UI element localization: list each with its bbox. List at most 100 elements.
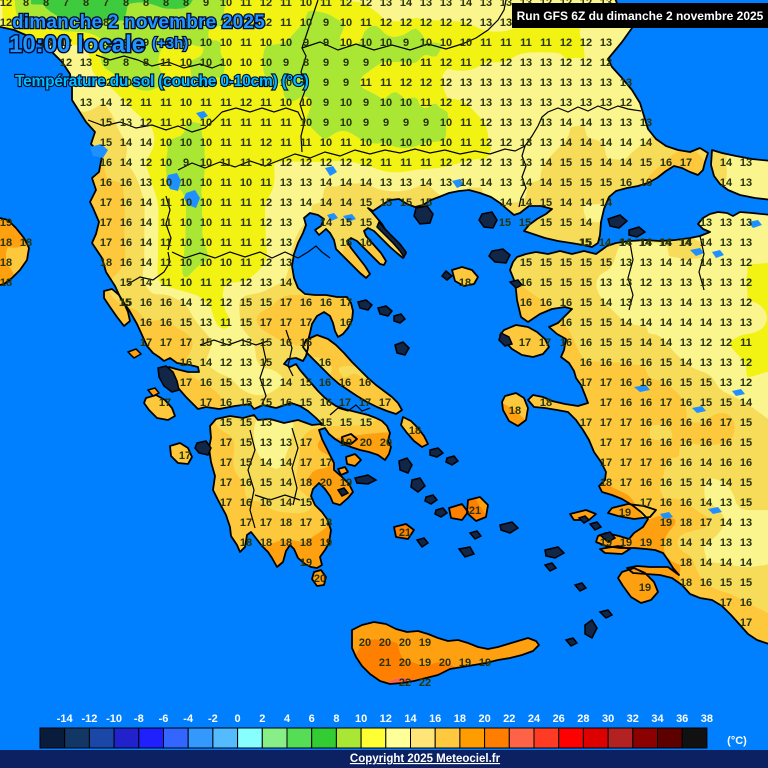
svg-text:10: 10 xyxy=(280,37,292,49)
svg-text:17: 17 xyxy=(179,450,191,462)
svg-text:14: 14 xyxy=(700,457,713,469)
svg-text:11: 11 xyxy=(460,117,472,129)
svg-text:16: 16 xyxy=(100,157,112,169)
svg-text:13: 13 xyxy=(80,77,92,89)
svg-text:9: 9 xyxy=(103,57,109,69)
svg-text:15: 15 xyxy=(400,197,412,209)
svg-text:13: 13 xyxy=(720,217,732,229)
svg-text:15: 15 xyxy=(740,577,752,589)
svg-text:15: 15 xyxy=(380,197,392,209)
svg-text:15: 15 xyxy=(240,437,252,449)
svg-text:2: 2 xyxy=(259,713,265,725)
svg-text:14: 14 xyxy=(680,357,693,369)
svg-text:16: 16 xyxy=(120,197,132,209)
svg-text:22: 22 xyxy=(399,677,411,689)
svg-text:11: 11 xyxy=(220,117,232,129)
svg-text:19: 19 xyxy=(459,657,471,669)
svg-text:11: 11 xyxy=(380,77,392,89)
svg-text:17: 17 xyxy=(220,497,232,509)
svg-text:13: 13 xyxy=(720,497,732,509)
svg-text:16: 16 xyxy=(680,457,692,469)
svg-text:13: 13 xyxy=(600,77,612,89)
svg-text:12: 12 xyxy=(200,297,212,309)
svg-text:10: 10 xyxy=(160,177,172,189)
svg-text:14: 14 xyxy=(720,517,733,529)
svg-text:10: 10 xyxy=(100,37,112,49)
svg-text:15: 15 xyxy=(340,417,352,429)
svg-text:20: 20 xyxy=(359,637,371,649)
svg-text:15: 15 xyxy=(580,297,592,309)
svg-text:14: 14 xyxy=(420,177,433,189)
svg-text:14: 14 xyxy=(640,317,653,329)
svg-text:14: 14 xyxy=(100,97,113,109)
svg-text:11: 11 xyxy=(420,57,432,69)
svg-text:19: 19 xyxy=(619,507,631,519)
svg-text:12: 12 xyxy=(260,137,272,149)
svg-text:18: 18 xyxy=(509,405,521,417)
svg-text:16: 16 xyxy=(429,713,441,725)
svg-text:11: 11 xyxy=(460,57,472,69)
svg-text:14: 14 xyxy=(140,257,153,269)
svg-text:17: 17 xyxy=(720,597,732,609)
svg-text:13: 13 xyxy=(280,217,292,229)
svg-text:16: 16 xyxy=(660,157,672,169)
svg-text:12: 12 xyxy=(0,17,12,29)
svg-text:17: 17 xyxy=(580,377,592,389)
svg-text:10: 10 xyxy=(180,77,192,89)
svg-text:9: 9 xyxy=(303,37,309,49)
svg-text:16: 16 xyxy=(120,177,132,189)
svg-text:10: 10 xyxy=(340,37,352,49)
svg-text:8: 8 xyxy=(103,17,109,29)
svg-text:9: 9 xyxy=(323,57,329,69)
svg-text:13: 13 xyxy=(600,277,612,289)
svg-text:15: 15 xyxy=(260,477,272,489)
svg-text:14: 14 xyxy=(404,713,417,725)
svg-text:12: 12 xyxy=(580,57,592,69)
svg-text:17: 17 xyxy=(640,497,652,509)
svg-text:14: 14 xyxy=(460,177,473,189)
svg-text:16: 16 xyxy=(280,337,292,349)
svg-text:14: 14 xyxy=(740,397,753,409)
svg-text:4: 4 xyxy=(284,713,291,725)
svg-text:18: 18 xyxy=(0,277,12,289)
svg-text:10: 10 xyxy=(220,57,232,69)
svg-text:24: 24 xyxy=(528,713,541,725)
svg-text:16: 16 xyxy=(640,417,652,429)
svg-text:17: 17 xyxy=(220,477,232,489)
svg-text:16: 16 xyxy=(180,357,192,369)
svg-text:11: 11 xyxy=(420,97,432,109)
svg-text:16: 16 xyxy=(660,457,672,469)
svg-text:11: 11 xyxy=(360,17,372,29)
svg-text:16: 16 xyxy=(640,177,652,189)
svg-text:10: 10 xyxy=(200,217,212,229)
svg-text:13: 13 xyxy=(580,97,592,109)
svg-text:16: 16 xyxy=(360,237,372,249)
svg-text:12: 12 xyxy=(500,57,512,69)
svg-text:10: 10 xyxy=(200,157,212,169)
svg-text:11: 11 xyxy=(260,117,272,129)
svg-text:17: 17 xyxy=(180,337,192,349)
svg-text:11: 11 xyxy=(220,97,232,109)
svg-text:14: 14 xyxy=(680,237,693,249)
svg-text:8: 8 xyxy=(63,17,69,29)
svg-text:17: 17 xyxy=(680,157,692,169)
svg-text:15: 15 xyxy=(740,417,752,429)
svg-text:9: 9 xyxy=(23,17,29,29)
svg-text:17: 17 xyxy=(220,457,232,469)
svg-text:17: 17 xyxy=(600,457,612,469)
svg-text:12: 12 xyxy=(580,37,592,49)
svg-text:13: 13 xyxy=(260,277,272,289)
svg-text:12: 12 xyxy=(260,237,272,249)
svg-text:12: 12 xyxy=(240,97,252,109)
svg-text:15: 15 xyxy=(520,257,532,269)
svg-text:14: 14 xyxy=(580,217,593,229)
svg-text:10: 10 xyxy=(180,117,192,129)
svg-text:15: 15 xyxy=(680,477,692,489)
svg-text:18: 18 xyxy=(680,577,692,589)
svg-text:14: 14 xyxy=(520,177,533,189)
svg-text:10: 10 xyxy=(180,137,192,149)
svg-text:15: 15 xyxy=(120,277,132,289)
svg-text:10: 10 xyxy=(280,97,292,109)
svg-text:13: 13 xyxy=(480,77,492,89)
svg-text:20: 20 xyxy=(379,637,391,649)
